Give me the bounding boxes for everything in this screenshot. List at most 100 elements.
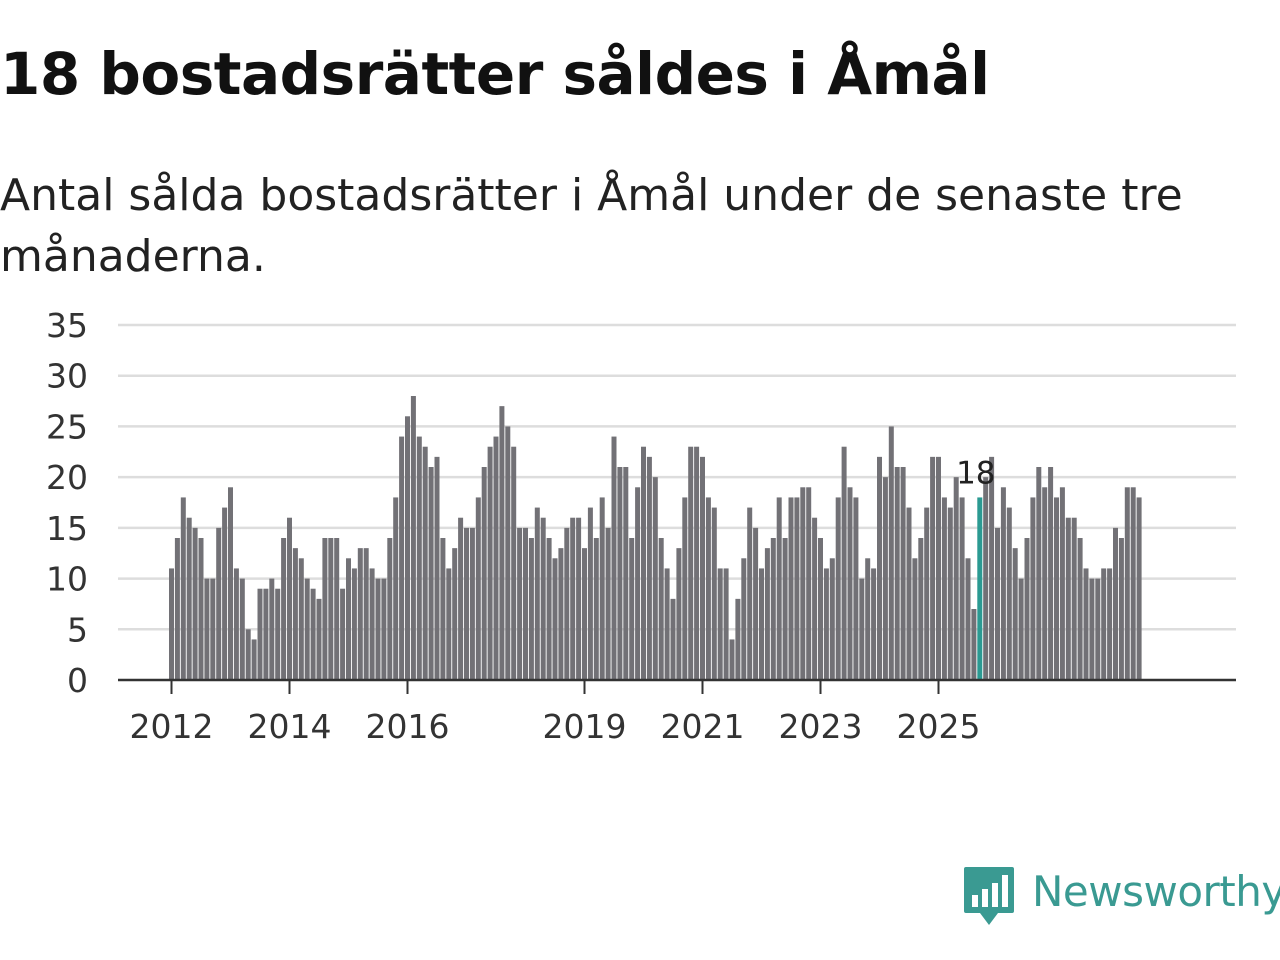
bar [953, 477, 959, 680]
bar [410, 396, 416, 680]
bar [216, 527, 222, 680]
bar [192, 527, 198, 680]
bar [877, 456, 882, 680]
y-tick-label: 0 [67, 661, 88, 700]
bar [965, 558, 971, 680]
y-tick-label: 20 [46, 458, 88, 497]
bar [228, 487, 233, 680]
x-tick-label: 2023 [779, 707, 863, 746]
bar [204, 578, 210, 680]
bar [505, 426, 511, 680]
bar [735, 598, 741, 680]
bar [458, 517, 464, 680]
y-tick-label: 15 [46, 509, 88, 548]
bar [800, 487, 806, 680]
bar [552, 558, 558, 680]
bar [452, 548, 458, 680]
bar [198, 538, 204, 680]
bar [257, 588, 263, 680]
bar [947, 507, 953, 680]
bar [652, 477, 658, 680]
bar [263, 588, 269, 680]
x-tick-label: 2016 [366, 707, 450, 746]
y-tick-label: 35 [46, 306, 88, 345]
bar [829, 558, 835, 680]
bar [593, 538, 599, 680]
bar [174, 538, 180, 680]
bar [481, 467, 487, 680]
bar [841, 446, 847, 680]
bar [322, 538, 328, 680]
bar [959, 497, 965, 680]
bar [1036, 467, 1042, 680]
bar-highlight [977, 497, 983, 680]
bar [233, 568, 239, 680]
bar [281, 538, 287, 680]
bar [1059, 487, 1065, 680]
bar [517, 527, 523, 680]
bar [269, 578, 275, 680]
newsworthy-logo: Newsworthy [962, 862, 1280, 932]
bar [688, 446, 694, 680]
bar [853, 497, 859, 680]
bar [629, 538, 635, 680]
x-tick-label: 2025 [897, 707, 981, 746]
bar [1030, 497, 1036, 680]
bar [788, 497, 794, 680]
y-tick-label: 25 [46, 407, 88, 446]
bar [1124, 487, 1130, 680]
bar [1024, 538, 1030, 680]
bar [900, 467, 906, 680]
bar [717, 568, 723, 680]
bar [540, 517, 546, 680]
bar [511, 446, 517, 680]
bar [245, 629, 251, 680]
bar [623, 467, 629, 680]
bar [399, 436, 405, 680]
logo-text: Newsworthy [1032, 867, 1280, 916]
bar [782, 538, 788, 680]
bar [446, 568, 452, 680]
bar [906, 507, 912, 680]
bar [576, 517, 582, 680]
bar [1089, 578, 1095, 680]
bar [534, 507, 540, 680]
x-tick-label: 2012 [130, 707, 214, 746]
bar [487, 446, 493, 680]
bar [1018, 578, 1024, 680]
bar [894, 467, 900, 680]
x-tick-label: 2021 [661, 707, 745, 746]
bar [499, 406, 505, 680]
bar [794, 497, 800, 680]
bar [328, 538, 334, 680]
bar [523, 527, 528, 680]
bar [865, 558, 871, 680]
bar [570, 517, 576, 680]
bar [753, 527, 759, 680]
bar [611, 436, 617, 680]
bar [440, 538, 446, 680]
bar [995, 527, 1000, 680]
bar [363, 548, 369, 680]
bar [664, 568, 670, 680]
bar [251, 639, 257, 680]
bar [369, 568, 375, 680]
bar [1136, 497, 1142, 680]
bar [239, 578, 245, 680]
bar [346, 558, 351, 680]
bar [558, 548, 564, 680]
bar [340, 588, 346, 680]
bar [180, 497, 186, 680]
bar [564, 527, 570, 680]
bar [682, 497, 688, 680]
bar [546, 538, 552, 680]
bar [936, 456, 941, 680]
bar [387, 538, 393, 680]
bar [635, 487, 641, 680]
bar [741, 558, 747, 680]
bar [493, 436, 499, 680]
bar [351, 568, 357, 680]
bar [464, 527, 469, 680]
bar [275, 588, 281, 680]
